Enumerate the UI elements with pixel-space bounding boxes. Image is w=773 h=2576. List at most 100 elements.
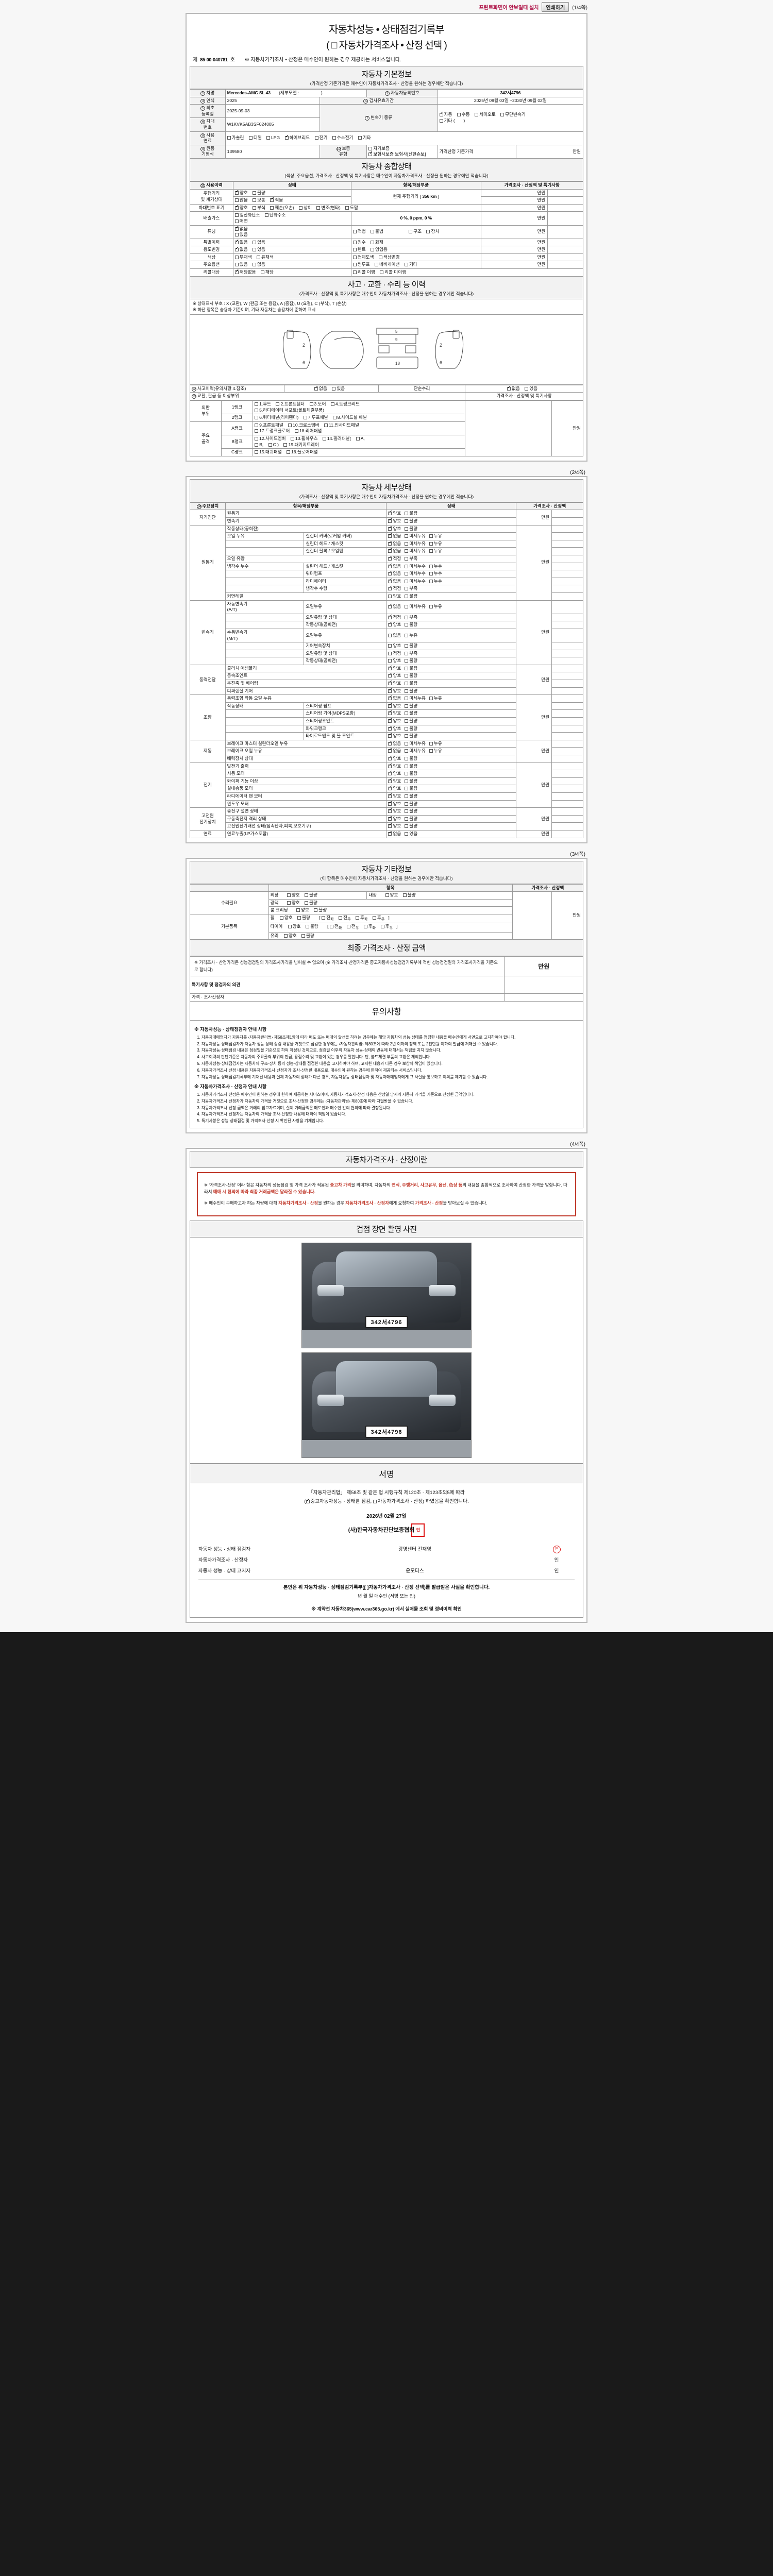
opt-누유[interactable]: 누유	[429, 533, 442, 539]
opt-양호[interactable]: 양호	[388, 763, 401, 770]
color-chromatic[interactable]: 유채색	[257, 255, 274, 261]
tire-front-right[interactable]: 전우	[346, 924, 359, 931]
option-yes[interactable]: 있음	[234, 262, 248, 268]
part-rear-panel[interactable]: 18.리어패널	[294, 428, 322, 434]
price-value[interactable]	[551, 532, 584, 540]
fuel-opt-lpg[interactable]: LPG	[266, 135, 280, 141]
part-quarter-panel[interactable]: 6.쿼터패널(리어휀다)	[255, 415, 298, 421]
opt-불량[interactable]: 불량	[405, 666, 417, 672]
tire-rear-right[interactable]: 후우	[380, 924, 393, 931]
opt-없음[interactable]: 없음	[388, 831, 401, 837]
opt-양호[interactable]: 양호	[388, 808, 401, 815]
opt-누유[interactable]: 누유	[429, 604, 442, 610]
usechange-price-value[interactable]	[547, 246, 583, 254]
wheel-rear-left[interactable]: 후좌	[355, 915, 367, 922]
price-value[interactable]	[551, 770, 584, 778]
wheel-front-right[interactable]: 전우	[339, 915, 351, 922]
vin-corroded[interactable]: 부식	[253, 205, 265, 211]
option-sunroof[interactable]: 썬루프	[352, 262, 370, 268]
fuel-opt-gasoline[interactable]: 가솔린	[227, 135, 244, 141]
sig-check-inspection[interactable]	[306, 1498, 310, 1503]
polish-bad[interactable]: 불량	[305, 900, 317, 906]
tuning-structure[interactable]: 구조	[409, 229, 422, 235]
opt-불량[interactable]: 불량	[405, 718, 417, 724]
opt-불량[interactable]: 불량	[405, 518, 417, 524]
opt-양호[interactable]: 양호	[388, 785, 401, 792]
opt-양호[interactable]: 양호	[388, 770, 401, 777]
recall-yes[interactable]: 해당	[260, 269, 274, 276]
price-value[interactable]	[551, 777, 584, 786]
warranty-opt-self[interactable]: 자가보증	[368, 146, 390, 152]
opt-불량[interactable]: 불량	[405, 778, 417, 785]
tire-front-left[interactable]: 전좌	[329, 924, 342, 931]
mileage-normal[interactable]: 보통	[253, 197, 265, 204]
wheel-front-left[interactable]: 전좌	[322, 915, 334, 922]
opt-미세누수[interactable]: 미세누수	[405, 564, 426, 570]
trans-opt-auto[interactable]: 자동	[439, 111, 452, 118]
opt-적정[interactable]: 적정	[388, 555, 401, 562]
usechange-yes[interactable]: 있음	[253, 247, 265, 253]
exterior-bad[interactable]: 불량	[305, 892, 317, 899]
opt-미세누유[interactable]: 미세누유	[405, 748, 426, 754]
opt-없음[interactable]: 없음	[388, 570, 401, 577]
photo-front[interactable]: 342서4796	[301, 1242, 472, 1348]
opt-미세누수[interactable]: 미세누수	[405, 579, 426, 585]
opt-불량[interactable]: 불량	[405, 688, 417, 694]
opt-불량[interactable]: 불량	[405, 673, 417, 679]
appraiser-value[interactable]	[504, 993, 583, 1002]
opt-불량[interactable]: 불량	[405, 658, 417, 664]
opt-양호[interactable]: 양호	[388, 703, 401, 709]
part-dash-panel[interactable]: 15.대쉬패널	[255, 449, 282, 455]
opt-없음[interactable]: 없음	[388, 533, 401, 539]
price-value[interactable]	[551, 577, 584, 586]
opt-양호[interactable]: 양호	[388, 710, 401, 717]
opt-부족[interactable]: 부족	[405, 556, 417, 562]
warranty-opt-insurance[interactable]: 보험사보증 보험사[신한손보]	[368, 151, 426, 158]
opt-없음[interactable]: 없음	[388, 740, 401, 747]
opt-양호[interactable]: 양호	[388, 823, 401, 829]
opt-누유[interactable]: 누유	[429, 748, 442, 754]
opt-미세누유[interactable]: 미세누유	[405, 541, 426, 547]
opt-부족[interactable]: 부족	[405, 651, 417, 657]
price-value[interactable]	[551, 762, 584, 771]
vin-altered[interactable]: 변조(변타)	[316, 205, 341, 211]
opt-없음[interactable]: 없음	[388, 633, 401, 639]
opt-미세누수[interactable]: 미세누수	[405, 571, 426, 577]
opt-미세누유[interactable]: 미세누유	[405, 548, 426, 554]
fuel-opt-hydrogen[interactable]: 수소전기	[332, 135, 353, 141]
interior-good[interactable]: 양호	[385, 892, 398, 899]
price-value[interactable]	[551, 570, 584, 578]
glass-good[interactable]: 양호	[283, 933, 297, 939]
usechange-commercial[interactable]: 영업용	[371, 247, 388, 253]
opt-불량[interactable]: 불량	[405, 643, 417, 649]
accident-yes[interactable]: 있음	[332, 386, 345, 392]
price-value[interactable]	[551, 592, 584, 601]
price-value[interactable]	[551, 547, 584, 555]
special-none[interactable]: 없음	[234, 239, 248, 246]
price-value[interactable]	[551, 815, 584, 823]
opt-불량[interactable]: 불량	[405, 710, 417, 717]
price-value[interactable]	[551, 807, 584, 816]
part-hood[interactable]: 1.후드	[255, 401, 271, 408]
color-price-value[interactable]	[547, 253, 583, 262]
opt-없음[interactable]: 없음	[388, 563, 401, 570]
price-value[interactable]	[551, 554, 584, 563]
opt-불량[interactable]: 불량	[405, 622, 417, 628]
opt-양호[interactable]: 양호	[388, 718, 401, 724]
opt-양호[interactable]: 양호	[388, 518, 401, 524]
color-full-paint[interactable]: 전체도색	[352, 255, 374, 261]
part-package-tray[interactable]: 19.패키지트레이	[283, 442, 319, 448]
opt-미세누유[interactable]: 미세누유	[405, 696, 426, 702]
opt-없음[interactable]: 없음	[388, 603, 401, 610]
price-value[interactable]	[551, 709, 584, 718]
tuning-device[interactable]: 장치	[426, 229, 439, 235]
opt-누유[interactable]: 누유	[429, 741, 442, 747]
polish-good[interactable]: 양호	[287, 900, 300, 906]
mileage-bad[interactable]: 불량	[253, 190, 265, 196]
opt-없음[interactable]: 없음	[388, 540, 401, 547]
price-value[interactable]	[551, 539, 584, 548]
price-value[interactable]	[551, 672, 584, 681]
vin-erased[interactable]: 도말	[345, 205, 358, 211]
option-navigation[interactable]: 네비게이션	[374, 262, 399, 268]
part-door[interactable]: 3.도어	[309, 401, 326, 408]
